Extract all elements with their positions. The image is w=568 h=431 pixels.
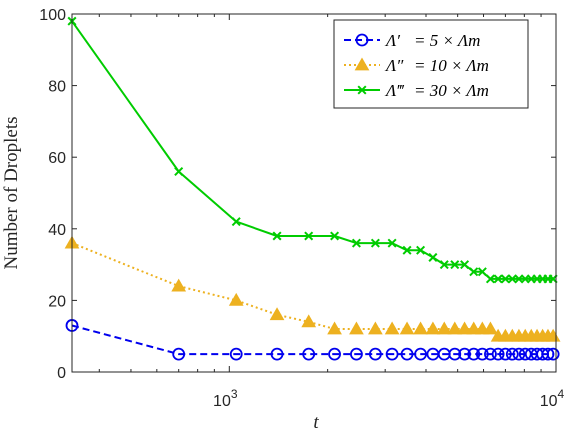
series-3-point: [428, 252, 438, 262]
series-2-point: [447, 321, 463, 335]
series-2-point: [425, 321, 441, 335]
y-tick-label: 40: [48, 222, 66, 239]
y-tick-label: 0: [57, 365, 66, 382]
series-3-point: [272, 231, 282, 241]
series-3-line: [71, 20, 554, 280]
series-1-point: [368, 347, 382, 361]
legend-marker: [357, 85, 367, 95]
series-3-point: [477, 267, 487, 277]
series-2-point: [171, 278, 187, 292]
series-1-point: [546, 347, 560, 361]
series-1-point: [172, 347, 186, 361]
series-3-point: [460, 260, 470, 270]
series-3-point: [500, 274, 510, 284]
series-2-point: [399, 321, 415, 335]
legend-entry-value: = 5 × Λm: [414, 31, 480, 50]
series-1: [65, 319, 560, 361]
series-1-point: [385, 347, 399, 361]
series-1-point: [467, 347, 481, 361]
series-3-point: [304, 231, 314, 241]
series-2: [64, 235, 561, 342]
y-axis-label: Number of Droplets: [1, 116, 22, 269]
x-tick-label: 103: [213, 387, 238, 410]
series-1-point: [505, 347, 519, 361]
legend-entry-symbol: Λ‴: [384, 81, 404, 100]
series-2-point: [327, 321, 342, 335]
series-3-point: [174, 167, 184, 177]
plot-frame: [71, 13, 557, 373]
series-2-point: [301, 314, 317, 328]
series-3-point: [231, 217, 241, 227]
series-2-point: [457, 321, 472, 335]
y-tick-label: 60: [48, 150, 66, 167]
legend-marker: [355, 33, 369, 47]
series-3-point: [507, 274, 517, 284]
series-1-point: [270, 347, 284, 361]
legend-entry-value: = 10 × Λm: [414, 56, 489, 75]
series-2-point: [228, 292, 244, 306]
series-1-point: [302, 347, 316, 361]
series-1-point: [512, 347, 526, 361]
x-axis-label: t: [313, 412, 319, 431]
series-2-point: [368, 321, 383, 335]
legend-box: [333, 19, 529, 109]
series-1-point: [498, 347, 512, 361]
series-2-point: [349, 321, 364, 335]
y-tick-label: 20: [48, 293, 66, 310]
series-3-point: [416, 245, 426, 255]
series-2-line: [71, 242, 554, 338]
series-3-point: [485, 274, 495, 284]
series-2-point: [384, 321, 400, 335]
legend: Λ′ = 5 × Λm Λ″ = 10 × Λm Λ‴ = 30 × Λm: [333, 19, 529, 109]
series-1-point: [400, 347, 414, 361]
series-2-point: [436, 321, 452, 335]
series-3-point: [450, 260, 460, 270]
series-3-point: [402, 245, 412, 255]
series-1-point: [491, 347, 505, 361]
series-3-point: [493, 274, 503, 284]
legend-entry-value: = 30 × Λm: [414, 81, 489, 100]
series-3-point: [469, 267, 479, 277]
series-1-point: [475, 347, 489, 361]
series-1-point: [328, 347, 341, 361]
series-3-point: [439, 260, 449, 270]
series-3: [67, 16, 558, 284]
series-1-point: [484, 347, 497, 361]
series-1-point: [448, 347, 462, 361]
legend-entry-symbol: Λ′: [384, 31, 400, 50]
series-2-point: [483, 321, 498, 335]
series-1-point: [229, 347, 243, 361]
series-1-point: [458, 347, 471, 361]
y-tick-label: 100: [39, 7, 66, 24]
series-3-point: [370, 238, 380, 248]
tick-layer: 0 20 40 60 80 100 103 104: [39, 7, 564, 410]
series-1-point: [350, 347, 363, 361]
series-1-point: [541, 347, 555, 361]
y-tick-label: 80: [48, 79, 66, 96]
series-1-point: [414, 347, 427, 361]
series-2-point: [269, 307, 285, 321]
x-tick-label: 104: [540, 387, 565, 410]
series-3-point: [387, 238, 397, 248]
series-3-point: [330, 231, 340, 241]
series-3-point: [351, 238, 361, 248]
series-layer: [64, 16, 561, 361]
legend-entry-symbol: Λ″: [384, 56, 404, 75]
legend-marker: [354, 57, 370, 71]
series-2-point: [413, 321, 428, 335]
